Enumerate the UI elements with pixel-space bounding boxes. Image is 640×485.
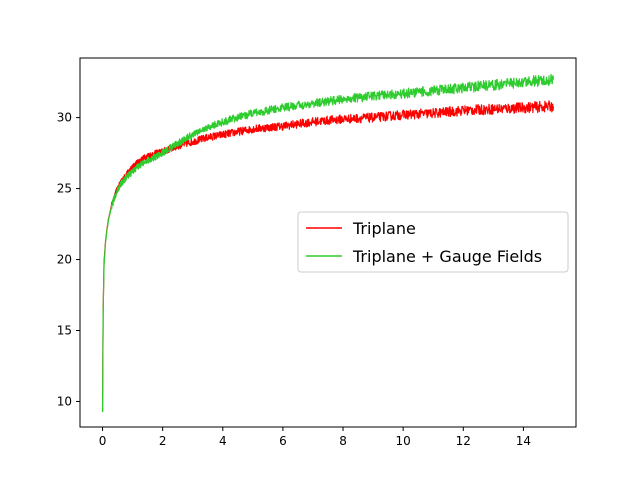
legend-label: Triplane + Gauge Fields [352, 247, 542, 266]
x-axis: 0 2 4 6 8 10 12 14 [99, 427, 531, 448]
x-tick-label: 10 [396, 434, 411, 448]
plot-frame [79, 57, 577, 428]
x-tick-label: 4 [219, 434, 227, 448]
y-tick-label: 10 [57, 394, 72, 408]
legend-label: Triplane [352, 219, 416, 238]
y-tick-label: 25 [57, 182, 72, 196]
legend: Triplane Triplane + Gauge Fields [297, 211, 569, 273]
series-line [101, 73, 555, 412]
y-tick-label: 20 [57, 253, 72, 267]
x-tick-label: 8 [339, 434, 347, 448]
y-tick-label: 15 [57, 323, 72, 337]
legend-frame [297, 211, 569, 273]
series-layer [101, 73, 555, 412]
x-tick-label: 12 [456, 434, 471, 448]
y-axis: 10 15 20 25 30 [57, 111, 80, 408]
x-tick-label: 0 [99, 434, 107, 448]
x-tick-label: 14 [516, 434, 531, 448]
y-tick-label: 30 [57, 111, 72, 125]
x-tick-label: 6 [279, 434, 287, 448]
x-tick-label: 2 [159, 434, 167, 448]
